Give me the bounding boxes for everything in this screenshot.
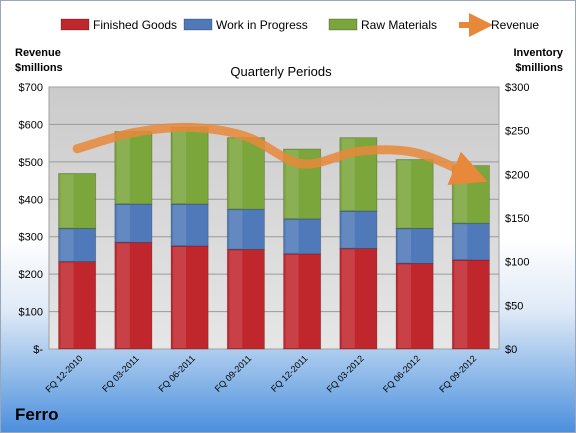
bar-highlight	[116, 132, 130, 204]
bar-raw-materials	[226, 137, 265, 210]
bar-highlight	[398, 229, 412, 263]
company-name: Ferro	[15, 405, 59, 424]
chart-title: Quarterly Periods	[230, 64, 332, 79]
bar-highlight	[398, 264, 412, 348]
bar-work-in-progress	[395, 228, 434, 264]
bar-work-in-progress	[170, 203, 209, 247]
bar-work-in-progress	[339, 210, 378, 249]
category-label: FQ 06-2011	[156, 353, 197, 394]
category-label: FQ 03-2012	[325, 353, 366, 394]
bar-finished-goods	[339, 248, 378, 350]
left-tick-label: $500	[19, 157, 43, 169]
bar-work-in-progress	[283, 218, 322, 255]
right-tick-label: $250	[505, 126, 529, 138]
bar-raw-materials	[114, 131, 153, 205]
left-tick-label: $200	[19, 269, 43, 281]
bar-finished-goods	[58, 261, 97, 350]
right-axis-title-line2: $millions	[515, 62, 563, 74]
bar-highlight	[285, 219, 299, 253]
bar-highlight	[229, 138, 243, 209]
legend-swatch	[60, 18, 90, 31]
bar-raw-materials	[170, 126, 209, 205]
left-tick-label: $400	[19, 194, 43, 206]
bar-work-in-progress	[114, 203, 153, 243]
bar-highlight	[173, 246, 187, 348]
legend-label: Finished Goods	[93, 18, 177, 32]
bar-highlight	[116, 205, 130, 242]
left-axis-title-line2: $millions	[15, 62, 63, 74]
category-label: FQ 12-2010	[44, 353, 85, 394]
bar-finished-goods	[283, 253, 322, 350]
bar-highlight	[454, 224, 468, 259]
bar-work-in-progress	[58, 228, 97, 263]
left-tick-label: $700	[19, 82, 43, 94]
bar-highlight	[285, 254, 299, 348]
right-tick-label: $200	[505, 169, 529, 181]
bar-highlight	[285, 150, 299, 218]
bar-highlight	[229, 250, 243, 348]
legend-label: Raw Materials	[361, 18, 437, 32]
right-tick-label: $150	[505, 213, 529, 225]
bar-finished-goods	[451, 259, 490, 350]
category-label: FQ 03-2011	[100, 353, 141, 394]
right-axis-title-line1: Inventory	[513, 47, 563, 59]
bar-highlight	[398, 160, 412, 228]
bar-highlight	[454, 260, 468, 348]
bar-work-in-progress	[451, 222, 490, 261]
bar-highlight	[60, 262, 74, 348]
category-label: FQ 12-2011	[269, 353, 310, 394]
bar-finished-goods	[170, 245, 209, 350]
bar-finished-goods	[395, 263, 434, 350]
left-tick-label: $600	[19, 119, 43, 131]
bar-highlight	[116, 243, 130, 348]
bar-raw-materials	[395, 159, 434, 229]
right-tick-label: $300	[505, 82, 529, 94]
legend-swatch	[183, 18, 213, 31]
legend-label: Work in Progress	[216, 18, 308, 32]
category-label: FQ 09-2011	[213, 353, 254, 394]
left-tick-label: $100	[19, 307, 43, 319]
bar-finished-goods	[226, 249, 265, 350]
legend-swatch	[328, 18, 358, 31]
bar-finished-goods	[114, 242, 153, 350]
left-tick-label: $-	[33, 344, 43, 356]
bar-highlight	[173, 205, 187, 245]
category-label: FQ 06-2012	[381, 353, 422, 394]
bar-highlight	[229, 210, 243, 249]
bar-highlight	[173, 128, 187, 204]
bar-highlight	[341, 249, 355, 348]
bar-raw-materials	[58, 173, 97, 229]
right-tick-label: $50	[505, 300, 523, 312]
bar-highlight	[60, 174, 74, 228]
left-axis-title-line1: Revenue	[15, 47, 61, 59]
legend-label: Revenue	[491, 18, 539, 32]
series-line-revenue	[72, 122, 488, 185]
left-tick-label: $300	[19, 232, 43, 244]
right-tick-label: $100	[505, 257, 529, 269]
right-tick-label: $0	[505, 344, 517, 356]
bar-highlight	[341, 212, 355, 248]
category-label: FQ 09-2012	[437, 353, 478, 394]
bar-highlight	[60, 229, 74, 261]
